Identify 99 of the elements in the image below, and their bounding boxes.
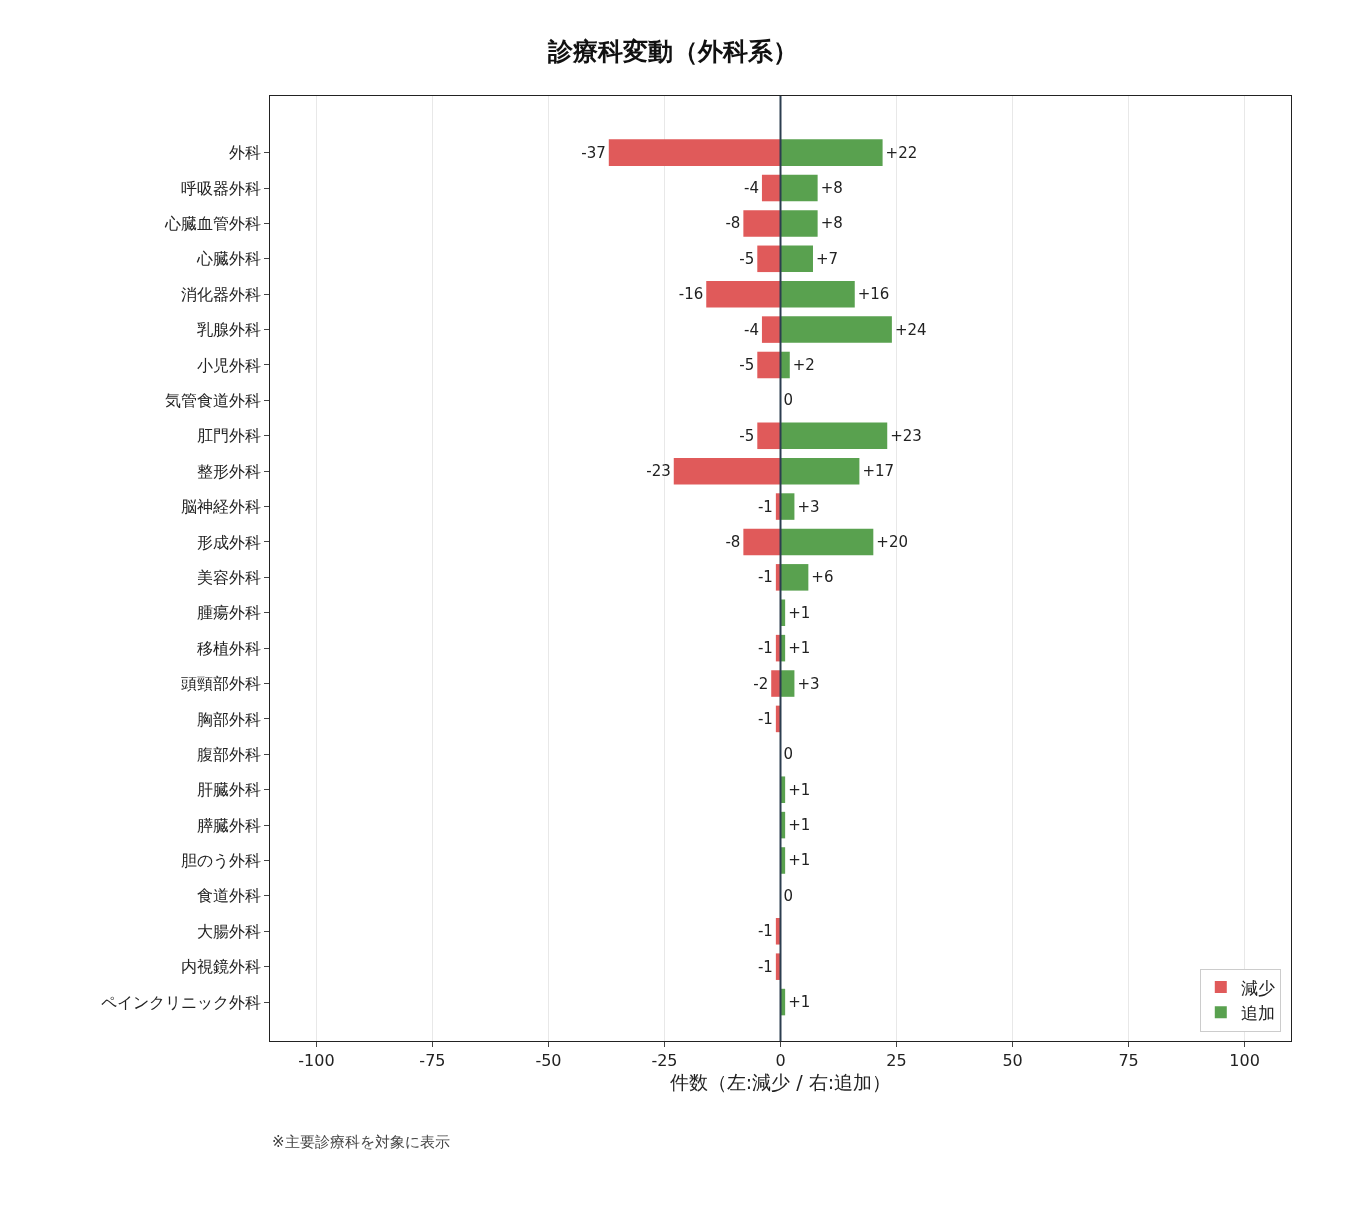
data-label: +3 bbox=[797, 497, 820, 516]
x-tick-label: -75 bbox=[419, 1051, 446, 1071]
y-tick-label: 心臓外科 bbox=[195, 249, 261, 269]
data-label: -16 bbox=[678, 285, 704, 304]
x-tick-label: -25 bbox=[651, 1051, 678, 1071]
data-label: -1 bbox=[757, 709, 773, 728]
data-label: +7 bbox=[815, 249, 839, 268]
y-tick-label: 大腸外科 bbox=[196, 921, 261, 941]
x-tick-label: 100 bbox=[1229, 1051, 1260, 1071]
data-label: +1 bbox=[788, 603, 811, 622]
data-label: -23 bbox=[646, 462, 671, 481]
y-tick-label: 頭頸部外科 bbox=[180, 674, 261, 694]
data-label: 0 bbox=[783, 886, 794, 905]
y-tick-label: 肛門外科 bbox=[196, 426, 261, 446]
data-label: +23 bbox=[890, 426, 922, 445]
data-label: +20 bbox=[876, 532, 908, 551]
x-tick-label: -50 bbox=[535, 1051, 562, 1071]
text: ※主要診療科を対象に表示 bbox=[272, 1133, 450, 1151]
data-label: +17 bbox=[862, 462, 895, 481]
data-label: -8 bbox=[725, 532, 741, 551]
bar bbox=[757, 351, 781, 379]
data-label: +8 bbox=[820, 179, 843, 198]
y-tick-label: 美容外科 bbox=[196, 567, 261, 587]
chart-title: 診療科変動（外科系） bbox=[547, 36, 798, 66]
data-label: -4 bbox=[743, 179, 759, 198]
y-tick-label: 膵臓外科 bbox=[196, 815, 261, 835]
legend-label: 減少 bbox=[1240, 977, 1275, 998]
x-axis-title: 件数（左:減少 / 右:追加） bbox=[669, 1071, 892, 1093]
data-label: -5 bbox=[739, 426, 755, 445]
bar bbox=[780, 564, 809, 591]
bar bbox=[780, 280, 855, 308]
data-label: +16 bbox=[857, 285, 890, 304]
y-tick-label: 腹部外科 bbox=[196, 744, 261, 764]
data-label: +22 bbox=[885, 143, 918, 162]
data-label: 0 bbox=[783, 391, 794, 410]
data-label: +1 bbox=[788, 851, 811, 870]
data-label: 0 bbox=[783, 745, 794, 764]
y-tick-label: ペインクリニック外科 bbox=[100, 992, 261, 1012]
data-label: -1 bbox=[757, 957, 773, 976]
x-tick-label: 0 bbox=[775, 1051, 786, 1071]
bar bbox=[761, 316, 781, 343]
bar bbox=[780, 528, 874, 556]
y-tick-label: 外科 bbox=[228, 143, 261, 163]
data-label: +1 bbox=[788, 639, 811, 658]
y-tick-label: 心臓血管外科 bbox=[163, 214, 261, 234]
data-label: -5 bbox=[739, 249, 755, 268]
y-tick-label: 呼吸器外科 bbox=[180, 178, 261, 198]
y-tick-label: 胸部外科 bbox=[196, 709, 261, 729]
x-tick-label: 25 bbox=[886, 1051, 907, 1071]
y-tick-label: 形成外科 bbox=[196, 532, 261, 552]
y-tick-label: 脳神経外科 bbox=[180, 497, 261, 517]
bar bbox=[780, 316, 892, 343]
data-label: +1 bbox=[788, 993, 811, 1012]
data-label: -4 bbox=[743, 320, 759, 339]
data-label: +1 bbox=[788, 780, 811, 799]
data-label: -1 bbox=[757, 922, 773, 941]
data-label: +6 bbox=[811, 568, 834, 587]
data-label: -5 bbox=[739, 355, 755, 374]
data-label: +3 bbox=[797, 674, 820, 693]
x-tick-label: -100 bbox=[298, 1051, 335, 1071]
y-tick-label: 移植外科 bbox=[196, 638, 261, 658]
bar bbox=[780, 174, 818, 202]
y-tick-label: 乳腺外科 bbox=[196, 320, 261, 340]
bar bbox=[757, 245, 781, 273]
bar bbox=[780, 210, 818, 237]
data-label: -8 bbox=[725, 214, 741, 233]
data-label: -1 bbox=[757, 639, 773, 658]
y-tick-label: 内視鏡外科 bbox=[180, 957, 261, 977]
bar bbox=[608, 139, 781, 166]
data-label: -1 bbox=[757, 497, 773, 516]
data-label: +24 bbox=[894, 320, 927, 339]
bar bbox=[780, 245, 813, 273]
data-label: +8 bbox=[820, 214, 843, 233]
bar bbox=[761, 174, 781, 202]
data-label: +1 bbox=[788, 816, 811, 835]
y-tick-label: 肝臓外科 bbox=[196, 780, 261, 800]
y-tick-label: 気管食道外科 bbox=[164, 390, 261, 410]
bar bbox=[757, 422, 781, 450]
y-tick-label: 食道外科 bbox=[196, 886, 261, 906]
legend-label: 追加 bbox=[1240, 1002, 1275, 1023]
y-tick-label: 小児外科 bbox=[196, 355, 261, 375]
bar bbox=[780, 422, 888, 450]
bar bbox=[771, 670, 781, 697]
y-tick-label: 整形外科 bbox=[196, 461, 261, 481]
bar bbox=[743, 210, 781, 237]
bar bbox=[743, 528, 781, 556]
x-tick-label: 50 bbox=[1002, 1051, 1023, 1071]
data-label: -1 bbox=[757, 568, 773, 587]
data-label: -37 bbox=[581, 143, 606, 162]
data-label: +2 bbox=[792, 355, 815, 374]
x-tick-label: 75 bbox=[1118, 1051, 1139, 1071]
y-tick-label: 消化器外科 bbox=[180, 284, 261, 304]
bar bbox=[673, 457, 781, 485]
bar bbox=[780, 139, 883, 166]
bar bbox=[780, 457, 860, 485]
y-tick-label: 腫瘍外科 bbox=[196, 603, 261, 623]
y-tick-label: 胆のう外科 bbox=[180, 851, 261, 871]
bar bbox=[706, 280, 781, 308]
data-label: -2 bbox=[753, 674, 769, 693]
